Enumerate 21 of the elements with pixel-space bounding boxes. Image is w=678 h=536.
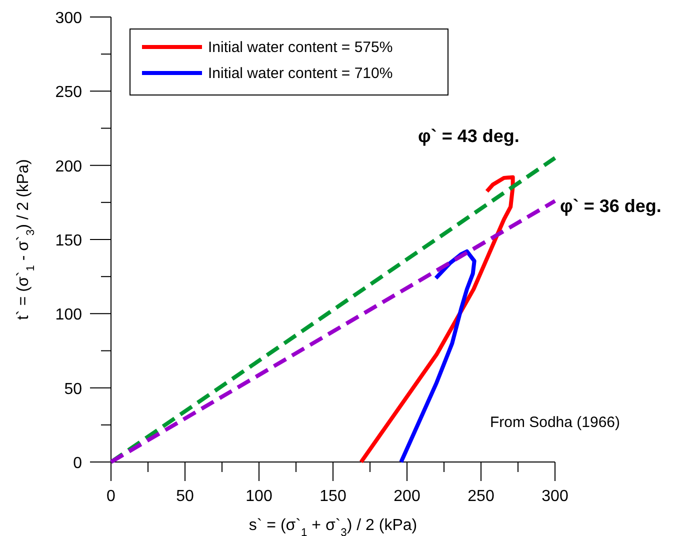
x-tick-label: 200 <box>394 488 420 505</box>
y-tick-label: 100 <box>55 306 82 324</box>
x-tick-label: 50 <box>176 488 194 505</box>
x-tick-label: 250 <box>468 488 494 505</box>
legend-label: Initial water content = 575% <box>208 39 393 56</box>
annotation: From Sodha (1966) <box>490 414 620 431</box>
text: φ` = 36 deg. <box>560 196 662 216</box>
legend-label: Initial water content = 710% <box>208 65 393 82</box>
x-tick-label: 0 <box>106 488 116 505</box>
x-tick-label: 100 <box>246 488 272 505</box>
y-tick-label: 50 <box>64 380 82 398</box>
y-tick-label: 200 <box>55 158 82 176</box>
y-tick-label: 300 <box>55 10 82 27</box>
annotation: φ` = 43 deg. <box>418 126 520 146</box>
x-tick-label: 300 <box>542 488 568 505</box>
line-series <box>399 249 476 464</box>
y-tick-label: 250 <box>55 84 82 102</box>
x-tick-label: 150 <box>320 488 346 505</box>
x-axis-title: s` = (σ`$_{1}$ + σ`$_{3}$) / 2 (kPa) <box>248 517 418 536</box>
y-tick-label: 150 <box>55 232 82 250</box>
y-tick-label: 0 <box>73 455 82 472</box>
